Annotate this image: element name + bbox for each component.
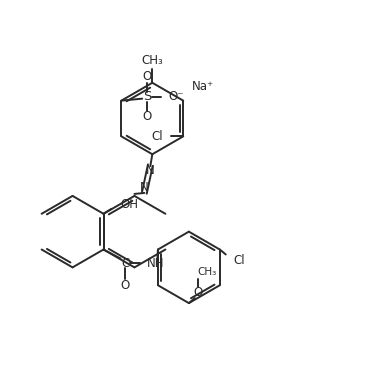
Text: S: S [143,90,151,103]
Text: OH: OH [120,198,139,211]
Text: C: C [121,257,130,270]
Text: O: O [142,110,152,123]
Text: N: N [140,181,149,195]
Text: NH: NH [147,257,165,270]
Text: CH₃: CH₃ [198,268,217,278]
Text: O: O [193,286,203,299]
Text: Cl: Cl [152,130,163,143]
Text: N: N [146,164,155,176]
Text: O⁻: O⁻ [168,90,184,103]
Text: Na⁺: Na⁺ [192,80,214,93]
Text: CH₃: CH₃ [142,54,163,67]
Text: O: O [121,279,130,292]
Text: Cl: Cl [234,254,245,267]
Text: O: O [142,70,152,83]
